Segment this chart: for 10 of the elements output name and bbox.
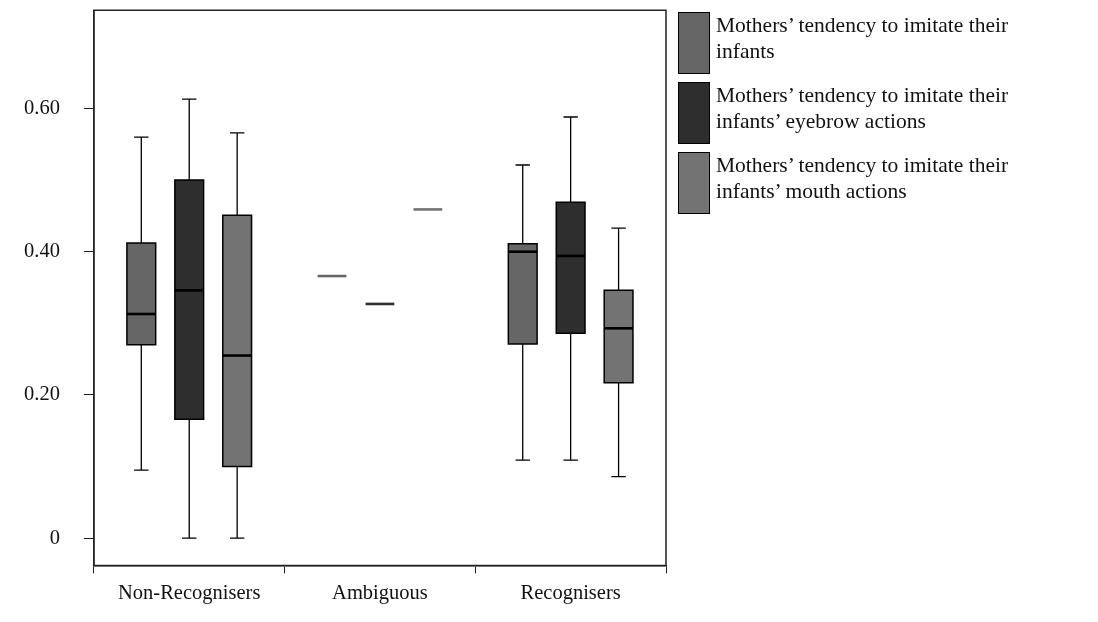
text: Mothers’ tendency to imitate their infants’ eyebrow actions	[716, 82, 1010, 134]
text: Mothers’ tendency to imitate their infants’ mouth actions	[716, 152, 1010, 204]
x-tick-label: Ambiguous	[332, 581, 428, 605]
x-tick-label: Non-Recognisers	[118, 581, 261, 605]
y-tick-label: 0.40	[24, 239, 60, 262]
text: Mothers’ tendency to imitate their infants	[716, 12, 1010, 64]
y-tick-label: 0.20	[24, 382, 60, 405]
y-tick-label: 0.60	[24, 95, 60, 118]
y-tick-label: 0	[49, 525, 60, 548]
x-tick-label: Recognisers	[520, 581, 621, 605]
